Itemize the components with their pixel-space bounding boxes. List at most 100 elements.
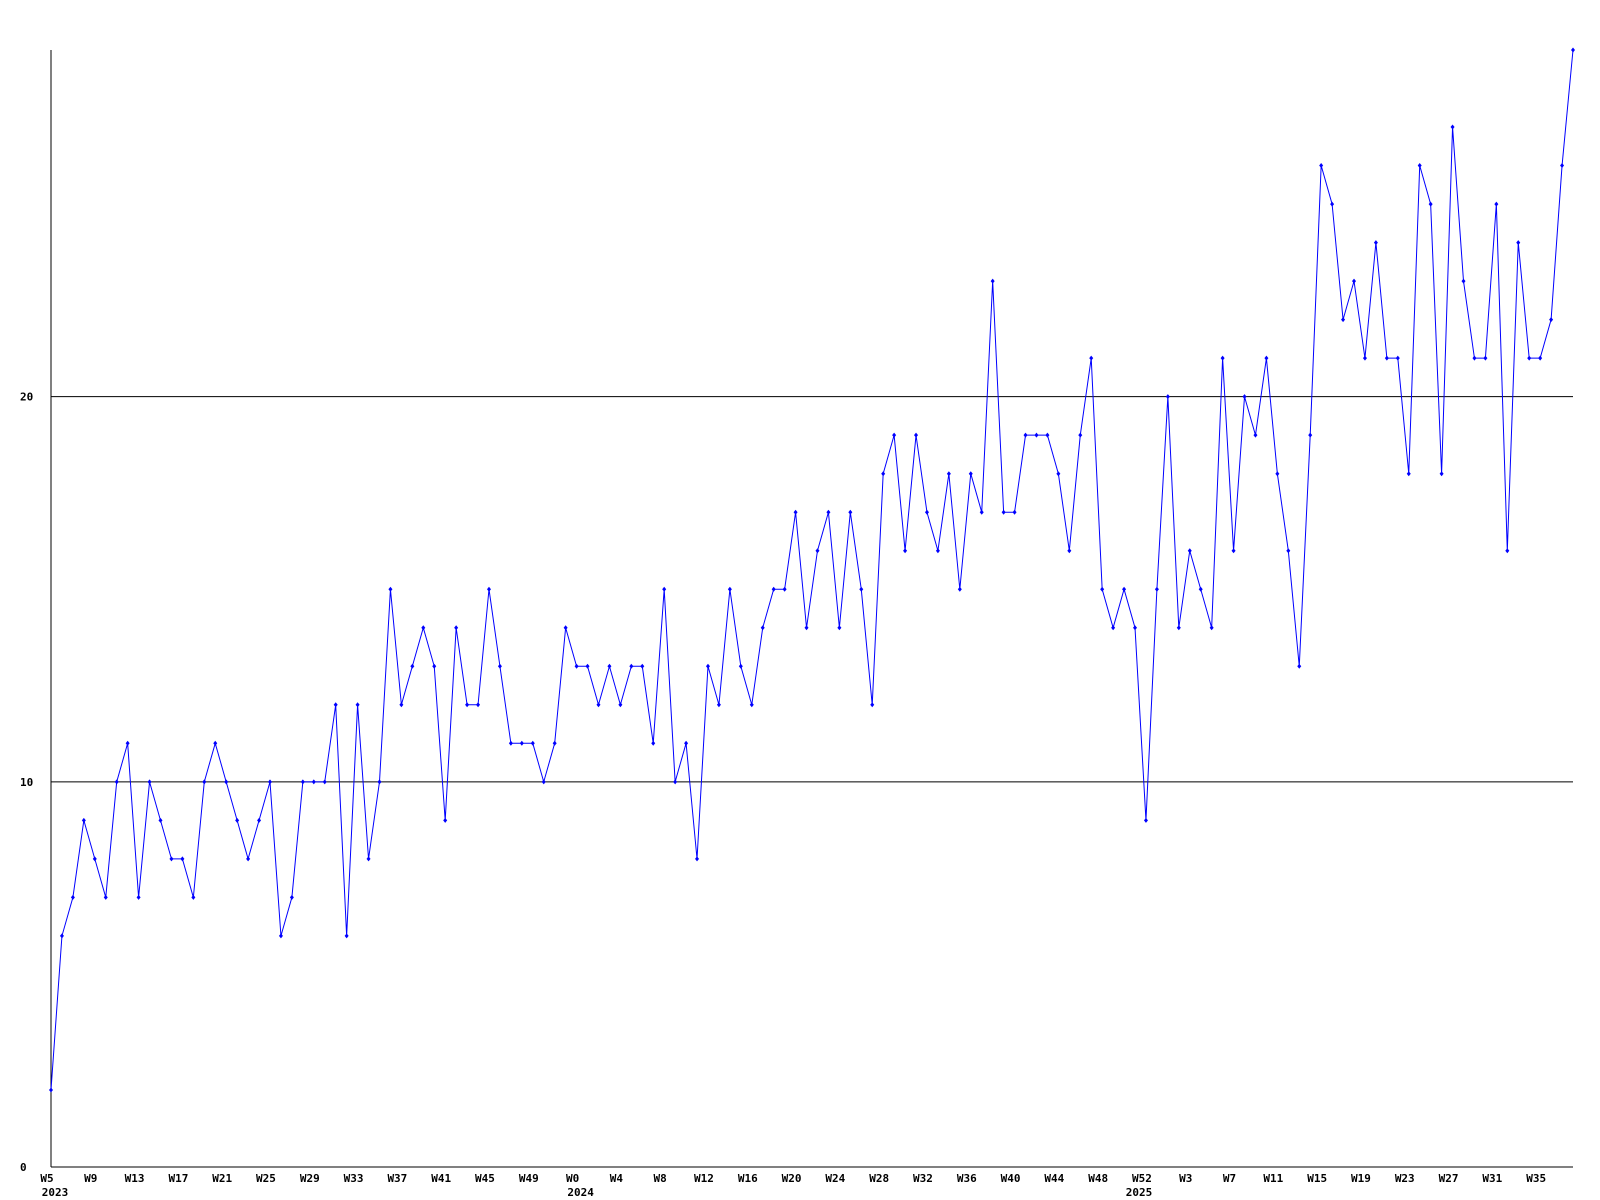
data-point [366, 856, 371, 862]
data-point [607, 663, 612, 669]
data-point [1549, 317, 1554, 323]
data-point [519, 740, 524, 746]
x-tick-label: W31 [1482, 1172, 1502, 1185]
x-tick-label: W8 [654, 1172, 667, 1185]
data-point [695, 856, 700, 862]
x-tick-label: W33 [344, 1172, 364, 1185]
x-tick-label: W19 [1351, 1172, 1371, 1185]
data-point [300, 779, 305, 785]
x-tick-label: W41 [431, 1172, 451, 1185]
data-point [1133, 625, 1138, 631]
data-point [892, 432, 897, 438]
data-point [640, 663, 645, 669]
data-point [388, 586, 393, 592]
x-tick-label: W12 [694, 1172, 714, 1185]
x-tick-label: W27 [1439, 1172, 1459, 1185]
data-point [848, 509, 853, 515]
data-point [289, 894, 294, 900]
data-point [410, 663, 415, 669]
data-point [727, 586, 732, 592]
data-point [629, 663, 634, 669]
data-point [1264, 355, 1269, 361]
x-tick-label: W52 [1132, 1172, 1152, 1185]
data-point [760, 625, 765, 631]
data-point [870, 702, 875, 708]
data-point [421, 625, 426, 631]
x-tick-label: W40 [1001, 1172, 1021, 1185]
data-point [1023, 432, 1028, 438]
data-point [1045, 432, 1050, 438]
data-point [684, 740, 689, 746]
data-point [705, 663, 710, 669]
x-tick-label: W49 [519, 1172, 539, 1185]
data-point [859, 586, 864, 592]
x-tick-label: W16 [738, 1172, 758, 1185]
data-point [1209, 625, 1214, 631]
data-point [432, 663, 437, 669]
data-point [1439, 471, 1444, 477]
data-point [257, 817, 262, 823]
data-point [344, 933, 349, 939]
x-tick-label: W24 [825, 1172, 845, 1185]
data-point [881, 471, 886, 477]
data-point [1384, 355, 1389, 361]
data-point [1362, 355, 1367, 361]
data-point [903, 548, 908, 554]
data-point [563, 625, 568, 631]
data-point [585, 663, 590, 669]
data-point [782, 586, 787, 592]
data-point [1450, 124, 1455, 130]
data-point [1067, 548, 1072, 554]
y-tick-label: 20 [20, 391, 33, 404]
data-point [278, 933, 283, 939]
data-point [103, 894, 108, 900]
data-point [924, 509, 929, 515]
data-point [1176, 625, 1181, 631]
data-point [1012, 509, 1017, 515]
data-point [1220, 355, 1225, 361]
data-point [59, 933, 64, 939]
data-point [1242, 394, 1247, 400]
x-tick-label: W4 [610, 1172, 624, 1185]
x-tick-label: W32 [913, 1172, 933, 1185]
x-tick-label: W17 [168, 1172, 188, 1185]
data-point [486, 586, 491, 592]
x-tick-label: W20 [782, 1172, 802, 1185]
x-tick-label: W28 [869, 1172, 889, 1185]
data-point [738, 663, 743, 669]
data-point [662, 586, 667, 592]
data-point [399, 702, 404, 708]
data-point [1319, 163, 1324, 169]
x-tick-label: W29 [300, 1172, 320, 1185]
x-tick-label: W5 [40, 1172, 53, 1185]
data-point [235, 817, 240, 823]
data-point [202, 779, 207, 785]
x-tick-label: W9 [84, 1172, 97, 1185]
x-tick-label: W7 [1223, 1172, 1236, 1185]
data-point [1428, 201, 1433, 207]
data-point [1100, 586, 1105, 592]
data-point [1122, 586, 1127, 592]
data-point [213, 740, 218, 746]
data-point [1198, 586, 1203, 592]
x-year-label: 2025 [1126, 1186, 1153, 1199]
x-tick-label: W21 [212, 1172, 232, 1185]
data-point [771, 586, 776, 592]
data-point [1538, 355, 1543, 361]
data-point [1297, 663, 1302, 669]
data-point [1472, 355, 1477, 361]
data-point [541, 779, 546, 785]
x-tick-label: W37 [387, 1172, 407, 1185]
data-point [1253, 432, 1258, 438]
data-point [596, 702, 601, 708]
data-point [826, 509, 831, 515]
data-point [322, 779, 327, 785]
data-point [158, 817, 163, 823]
data-point [1527, 355, 1532, 361]
data-point [651, 740, 656, 746]
data-point [935, 548, 940, 554]
data-point [1089, 355, 1094, 361]
y-tick-label: 10 [20, 776, 33, 789]
